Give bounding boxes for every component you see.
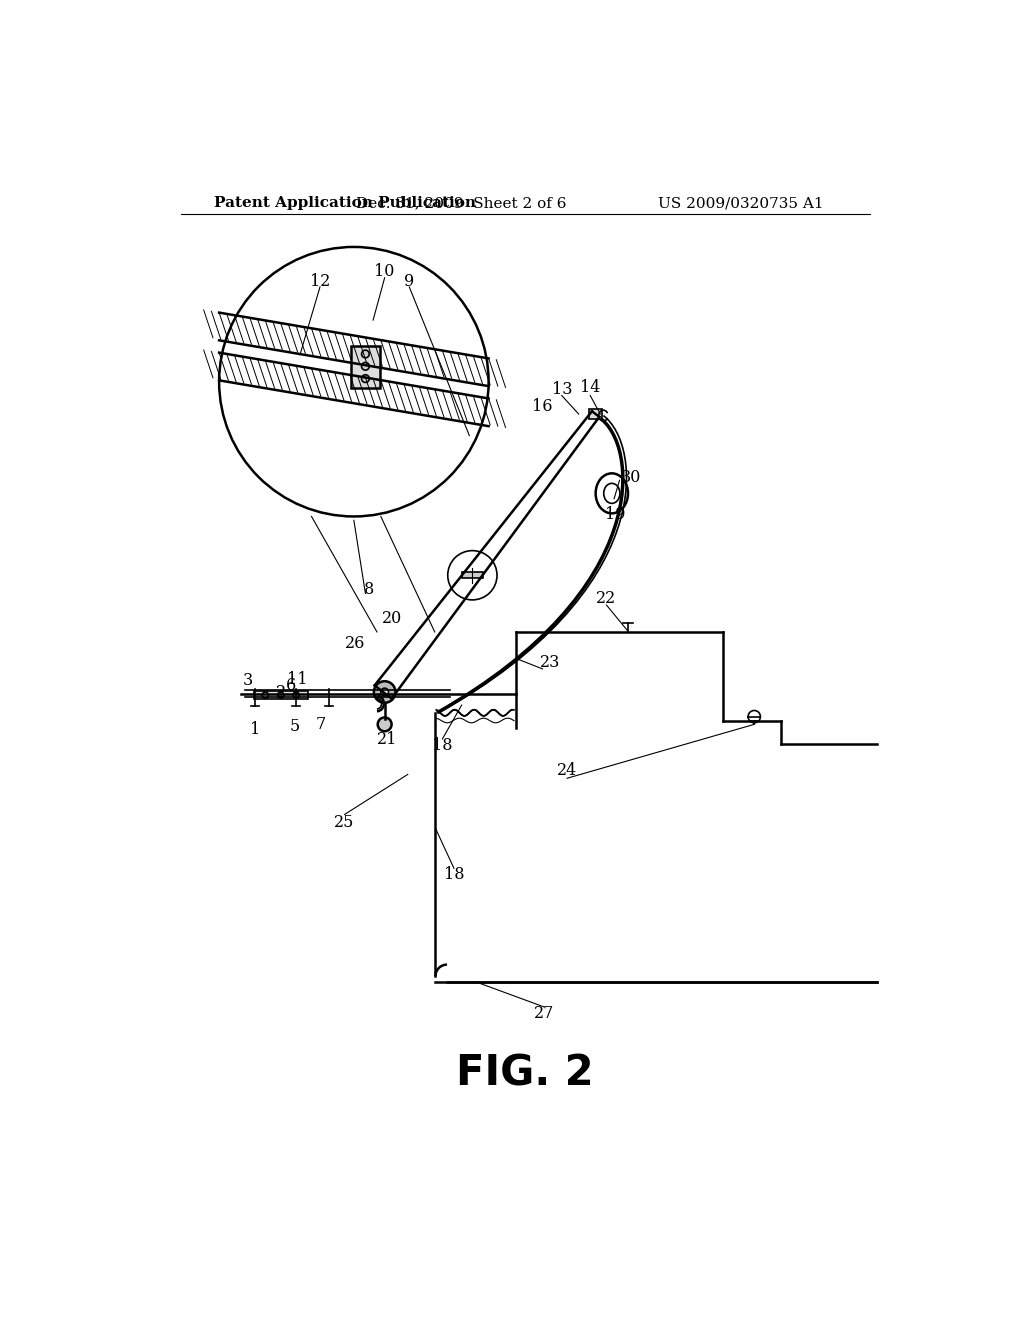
Text: Dec. 31, 2009  Sheet 2 of 6: Dec. 31, 2009 Sheet 2 of 6 xyxy=(356,197,567,210)
Text: 10: 10 xyxy=(375,263,395,280)
Bar xyxy=(351,346,380,388)
Text: 6: 6 xyxy=(286,677,296,694)
Text: 21: 21 xyxy=(377,731,397,748)
Circle shape xyxy=(361,350,370,358)
Circle shape xyxy=(378,718,391,731)
Circle shape xyxy=(361,375,370,383)
Text: 18: 18 xyxy=(443,866,464,883)
Circle shape xyxy=(262,692,268,698)
Bar xyxy=(462,572,483,578)
Circle shape xyxy=(374,681,395,702)
Text: 1: 1 xyxy=(250,721,260,738)
Circle shape xyxy=(219,247,488,516)
Text: FIG. 2: FIG. 2 xyxy=(456,1052,594,1094)
Text: 18: 18 xyxy=(432,737,453,754)
Text: 14: 14 xyxy=(580,379,600,396)
Circle shape xyxy=(381,688,388,696)
Text: 13: 13 xyxy=(552,381,572,397)
Bar xyxy=(254,692,307,700)
Text: Patent Application Publication: Patent Application Publication xyxy=(214,197,476,210)
Bar xyxy=(590,409,602,418)
Circle shape xyxy=(278,692,284,698)
Text: 2: 2 xyxy=(276,684,287,701)
Text: 5: 5 xyxy=(290,718,300,735)
Text: 26: 26 xyxy=(345,635,366,652)
Text: 23: 23 xyxy=(540,655,560,672)
Circle shape xyxy=(447,550,497,599)
Text: 22: 22 xyxy=(596,590,616,607)
Circle shape xyxy=(293,692,299,698)
Text: 12: 12 xyxy=(310,273,330,290)
Text: 27: 27 xyxy=(534,1005,554,1022)
Text: 30: 30 xyxy=(621,470,641,487)
Text: 9: 9 xyxy=(404,273,415,290)
Text: 16: 16 xyxy=(532,397,553,414)
Text: 19: 19 xyxy=(605,507,626,524)
Text: 25: 25 xyxy=(335,813,354,830)
Text: US 2009/0320735 A1: US 2009/0320735 A1 xyxy=(658,197,823,210)
Text: 3: 3 xyxy=(244,672,254,689)
Text: 11: 11 xyxy=(288,671,308,688)
Text: 7: 7 xyxy=(315,715,326,733)
Circle shape xyxy=(361,363,370,370)
Text: 8: 8 xyxy=(365,581,375,598)
Text: 24: 24 xyxy=(557,762,578,779)
Text: 20: 20 xyxy=(382,610,402,627)
